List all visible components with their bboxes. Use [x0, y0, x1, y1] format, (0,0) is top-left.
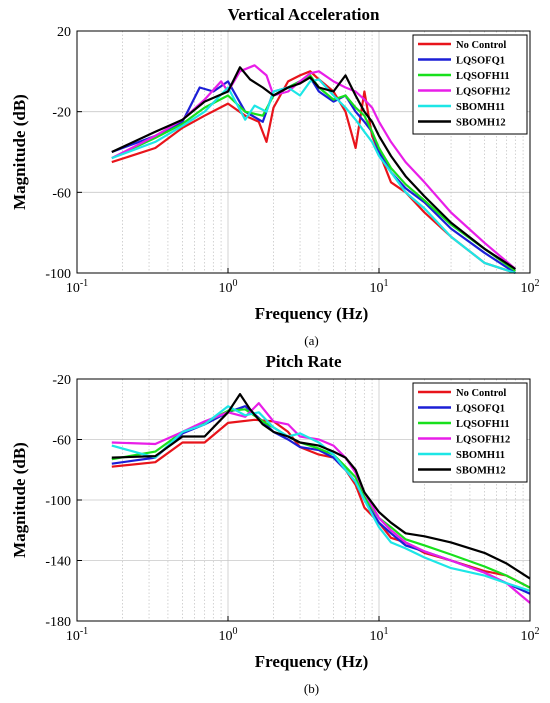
caption: (a) [304, 333, 318, 348]
x-tick-label-1: 100 [219, 626, 238, 644]
y-tick-label-1: -20 [52, 106, 71, 121]
chart-title: Pitch Rate [265, 352, 341, 371]
series-line-sbomh12 [111, 66, 517, 270]
caption: (b) [304, 681, 319, 696]
y-axis-label: Magnitude (dB) [10, 442, 29, 558]
legend-label: No Control [456, 40, 506, 51]
legend-label: LQSOFH11 [456, 419, 510, 430]
legend-box [412, 34, 528, 135]
legend: No Control LQSOFQ1 LQSOFH11 LQSOFH12 SBOMH11… [412, 34, 528, 135]
series-line-lqsofh12 [111, 64, 517, 270]
x-tick-label-0: 10-1 [66, 278, 88, 296]
series-line-lqsofh11 [111, 74, 517, 272]
y-tick-label-0: 20 [57, 25, 71, 40]
y-tick-label-2: -60 [52, 186, 71, 201]
x-tick-label-2: 101 [370, 626, 389, 644]
legend-label: No Control [456, 388, 506, 399]
series-group [111, 393, 531, 604]
y-tick-label-4: -180 [45, 615, 71, 630]
y-tick-label-0: -20 [52, 373, 71, 388]
y-tick-label-3: -140 [45, 555, 71, 570]
x-tick-label-0: 10-1 [66, 626, 88, 644]
legend-label: SBOMH11 [456, 102, 505, 113]
series-line-sbomh11 [111, 405, 531, 592]
x-axis-label: Frequency (Hz) [255, 652, 368, 671]
y-tick-label-2: -100 [45, 494, 71, 509]
x-tick-label-3: 102 [521, 278, 540, 296]
x-tick-label-3: 102 [521, 626, 540, 644]
series-group [111, 64, 517, 275]
y-axis-label: Magnitude (dB) [10, 94, 29, 210]
axes-box [76, 30, 531, 274]
legend-label: SBOMH11 [456, 450, 505, 461]
y-tick-label-3: -100 [45, 267, 71, 282]
legend-label: SBOMH12 [456, 466, 506, 477]
x-axis-label: Frequency (Hz) [255, 304, 368, 323]
legend-label: LQSOFH12 [456, 87, 510, 98]
legend-box [412, 382, 528, 483]
x-tick-label-1: 100 [219, 278, 238, 296]
chart-vertical-acceleration: 10-1 100 101 102 20 -20 -60 -100 Vertical Accele… [10, 5, 540, 348]
legend: No Control LQSOFQ1 LQSOFH11 LQSOFH12 SBOMH11… [412, 382, 528, 483]
series-line-lqsofh12 [111, 402, 531, 604]
legend-label: LQSOFQ1 [456, 404, 505, 415]
series-line-sbomh12 [111, 393, 531, 580]
legend-label: LQSOFH11 [456, 71, 510, 82]
legend-label: LQSOFQ1 [456, 56, 505, 67]
y-tick-label-1: -60 [52, 434, 71, 449]
chart-title: Vertical Acceleration [228, 5, 380, 24]
series-line-sbomh11 [111, 78, 516, 275]
legend-label: SBOMH12 [456, 118, 506, 129]
chart-pitch-rate: 10-1 100 101 102 -20 -60 -100 -140 -180 Pitch Rat… [10, 352, 540, 696]
x-tick-label-2: 101 [370, 278, 389, 296]
legend-label: LQSOFH12 [456, 435, 510, 446]
